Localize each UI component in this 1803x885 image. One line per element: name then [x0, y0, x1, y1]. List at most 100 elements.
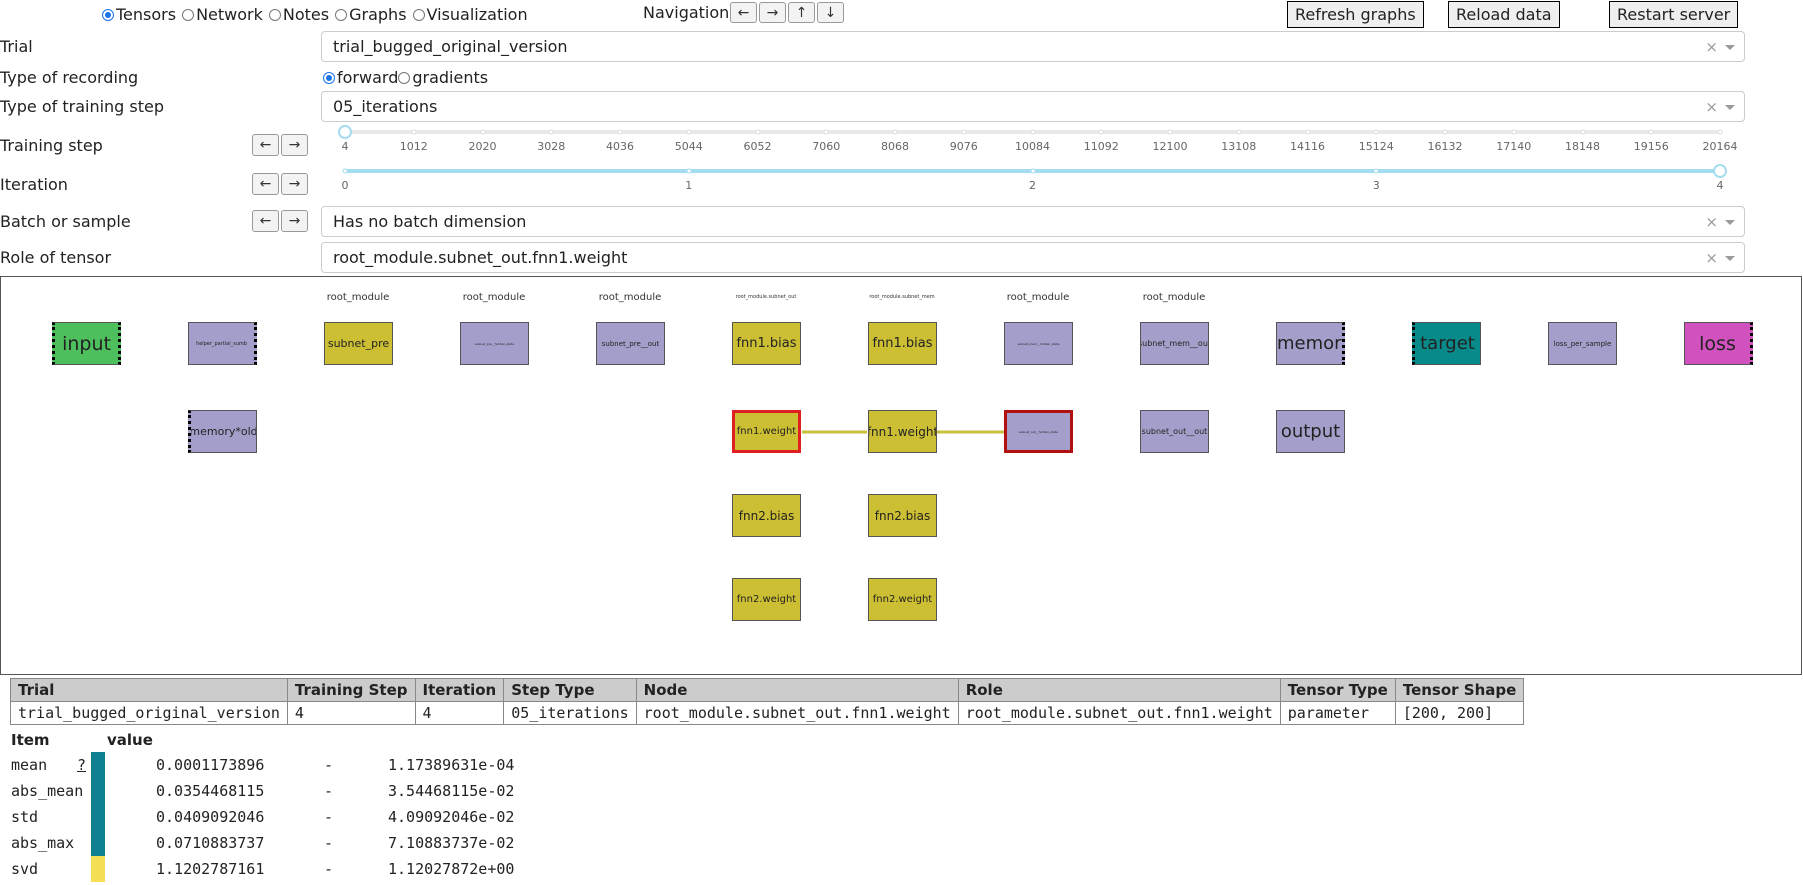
training-step-mark-label[interactable]: 12100 — [1152, 140, 1188, 153]
training-step-mark-label[interactable]: 18148 — [1565, 140, 1600, 153]
training-step-next-button[interactable]: → — [281, 134, 308, 156]
training-step-tick[interactable] — [1580, 129, 1585, 135]
training-step-tick[interactable] — [1305, 129, 1310, 135]
tab-graphs-radio[interactable] — [335, 8, 348, 21]
training-step-mark-label[interactable]: 20164 — [1702, 140, 1738, 153]
trial-clear-icon[interactable]: × — [1705, 38, 1718, 56]
training-step-tick[interactable] — [961, 129, 967, 135]
iteration-tick[interactable] — [686, 168, 692, 174]
training-step-mark-label[interactable]: 8068 — [881, 140, 909, 153]
recording-forward-option[interactable]: forward — [323, 68, 398, 87]
node-mem-fnn2-bias[interactable]: fnn2.bias — [868, 494, 937, 537]
iteration-tick[interactable] — [1373, 168, 1379, 174]
training-step-mark-label[interactable]: 4 — [341, 140, 349, 153]
tab-notes-radio[interactable] — [268, 8, 281, 21]
node-out-fnn2-bias[interactable]: fnn2.bias — [732, 494, 801, 537]
node-memory-old[interactable]: memory*old — [188, 410, 257, 453]
node-subnet-mem-hidden[interactable]: subnet_mem__hidden_state — [1004, 322, 1073, 365]
training-step-mark-label[interactable]: 1012 — [399, 140, 428, 153]
reload-data-button[interactable]: Reload data — [1448, 1, 1560, 28]
batch-clear-icon[interactable]: × — [1705, 213, 1718, 231]
tab-network[interactable]: Network — [182, 5, 263, 24]
tab-notes[interactable]: Notes — [268, 5, 329, 24]
iteration-handle[interactable] — [1713, 164, 1727, 178]
training-step-mark-label[interactable]: 9076 — [949, 140, 978, 153]
training-step-tick[interactable] — [411, 129, 417, 135]
training-step-mark-label[interactable]: 2020 — [468, 140, 497, 153]
training-step-tick[interactable] — [1030, 129, 1035, 135]
restart-server-button[interactable]: Restart server — [1609, 1, 1739, 28]
node-input[interactable]: input — [52, 322, 121, 365]
training-step-tick[interactable] — [1717, 129, 1723, 135]
nav-up-button[interactable]: ↑ — [788, 2, 815, 23]
training-step-mark-label[interactable]: 4036 — [606, 140, 634, 153]
tab-graphs[interactable]: Graphs — [335, 5, 407, 24]
training-type-dropdown[interactable]: 05_iterations × — [321, 91, 1745, 122]
iteration-mark-label[interactable]: 4 — [1716, 179, 1724, 192]
training-step-mark-label[interactable]: 13108 — [1221, 140, 1257, 153]
tab-visualization-radio[interactable] — [412, 8, 425, 21]
tab-visualization[interactable]: Visualization — [412, 5, 528, 24]
iteration-mark-label[interactable]: 1 — [685, 179, 693, 192]
training-step-slider[interactable]: 4 1012 2020 3028 4036 5044 6052 7060 8068 9076 100… — [338, 125, 1738, 153]
training-step-tick[interactable] — [1648, 129, 1654, 135]
node-loss[interactable]: loss — [1684, 322, 1753, 365]
node-target[interactable]: target — [1412, 322, 1481, 365]
training-step-tick[interactable] — [1098, 129, 1104, 135]
nav-left-button[interactable]: ← — [730, 2, 757, 23]
refresh-graphs-button[interactable]: Refresh graphs — [1287, 1, 1424, 28]
help-link[interactable]: ? — [77, 756, 87, 774]
trial-chevron-down-icon[interactable] — [1725, 45, 1735, 50]
role-chevron-down-icon[interactable] — [1725, 256, 1735, 261]
node-mem-fnn2-weight[interactable]: fnn2.weight — [868, 578, 937, 621]
node-out-fnn1-bias[interactable]: fnn1.bias — [732, 322, 801, 365]
node-memory[interactable]: memory — [1276, 322, 1345, 365]
trial-dropdown[interactable]: trial_bugged_original_version × — [321, 31, 1745, 62]
training-step-mark-label[interactable]: 6052 — [743, 140, 772, 153]
training-step-mark-label[interactable]: 16132 — [1427, 140, 1463, 153]
iteration-mark-label[interactable]: 3 — [1372, 179, 1380, 192]
training-step-mark-label[interactable]: 14116 — [1290, 140, 1325, 153]
node-subnet-out-hidden[interactable]: subnet_out__hidden_state — [1004, 410, 1073, 453]
iteration-prev-button[interactable]: ← — [252, 173, 279, 195]
training-step-mark-label[interactable]: 17140 — [1496, 140, 1532, 153]
node-subnet-pre-out[interactable]: subnet_pre__out — [596, 322, 665, 365]
training-step-tick[interactable] — [686, 129, 692, 135]
tab-tensors[interactable]: Tensors — [102, 5, 176, 24]
iteration-slider[interactable]: 0 1 2 3 4 — [342, 164, 1727, 192]
nav-right-button[interactable]: → — [759, 2, 786, 23]
iteration-tick[interactable] — [1030, 168, 1035, 174]
iteration-mark-label[interactable]: 0 — [341, 179, 349, 192]
node-subnet-mem-out[interactable]: subnet_mem__out — [1140, 322, 1209, 365]
node-output[interactable]: output — [1276, 410, 1345, 453]
training-step-tick[interactable] — [480, 129, 485, 135]
training-step-tick[interactable] — [1511, 129, 1517, 135]
training-step-mark-label[interactable]: 15124 — [1358, 140, 1394, 153]
training-step-tick[interactable] — [892, 129, 898, 135]
node-mem-fnn1-bias[interactable]: fnn1.bias — [868, 322, 937, 365]
batch-prev-button[interactable]: ← — [252, 210, 279, 232]
training-step-mark-label[interactable]: 5044 — [674, 140, 703, 153]
batch-dropdown[interactable]: Has no batch dimension × — [321, 206, 1745, 237]
training-step-tick[interactable] — [755, 129, 760, 135]
node-subnet-pre[interactable]: subnet_pre — [324, 322, 393, 365]
training-step-mark-label[interactable]: 11092 — [1083, 140, 1119, 153]
nav-down-button[interactable]: ↓ — [817, 2, 844, 23]
training-step-handle[interactable] — [338, 125, 352, 139]
node-subnet-out-out[interactable]: subnet_out__out — [1140, 410, 1209, 453]
training-step-mark-label[interactable]: 19156 — [1633, 140, 1669, 153]
node-loss-per-sample[interactable]: loss_per_sample — [1548, 322, 1617, 365]
batch-chevron-down-icon[interactable] — [1725, 220, 1735, 225]
training-step-tick[interactable] — [1442, 129, 1448, 135]
role-dropdown[interactable]: root_module.subnet_out.fnn1.weight × — [321, 242, 1745, 273]
training-type-chevron-down-icon[interactable] — [1725, 105, 1735, 110]
role-clear-icon[interactable]: × — [1705, 249, 1718, 267]
batch-next-button[interactable]: → — [281, 210, 308, 232]
training-step-mark-label[interactable]: 7060 — [812, 140, 841, 153]
training-step-tick[interactable] — [548, 129, 554, 135]
iteration-tick[interactable] — [342, 168, 348, 174]
training-step-prev-button[interactable]: ← — [252, 134, 279, 156]
training-step-mark-label[interactable]: 3028 — [537, 140, 566, 153]
node-subnet-pre-hidden[interactable]: subnet_pre__hidden_state — [460, 322, 529, 365]
recording-gradients-option[interactable]: gradients — [398, 68, 488, 87]
